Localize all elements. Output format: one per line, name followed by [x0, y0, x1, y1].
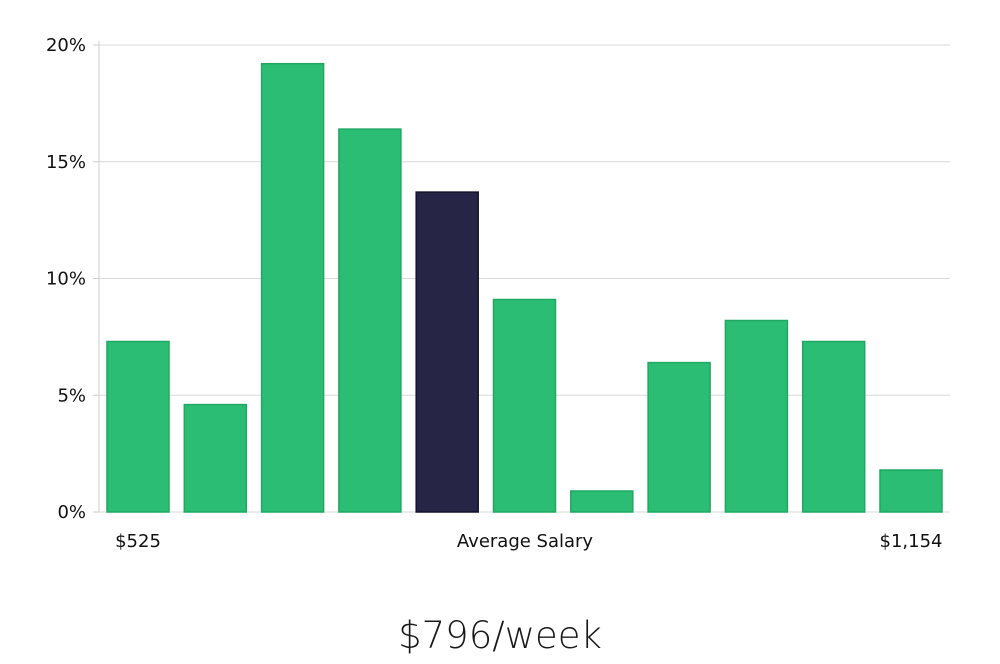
x-label-center: Average Salary [457, 531, 594, 552]
y-tick-label: 10% [46, 269, 86, 290]
x-label-max: $1,154 [880, 531, 943, 552]
bar [879, 469, 943, 513]
bar [260, 62, 325, 513]
average-salary-headline: $796/week [398, 614, 602, 657]
y-tick-label: 15% [46, 152, 86, 173]
y-tick-label: 5% [57, 385, 86, 406]
bar [724, 319, 789, 513]
x-axis-labels: $525 Average Salary $1,154 [115, 531, 942, 552]
bar [647, 361, 711, 513]
bar [338, 128, 402, 513]
bar-average-salary [415, 191, 479, 513]
bar [183, 403, 248, 513]
x-label-min: $525 [115, 531, 161, 552]
y-tick-label: 20% [46, 35, 86, 56]
y-tick-label: 0% [57, 502, 86, 523]
y-axis-ticks: 0% 5% 10% 15% 20% [46, 35, 99, 523]
bar [106, 340, 170, 513]
bar [801, 340, 866, 513]
bar [570, 490, 634, 513]
bars [106, 62, 943, 513]
bar [492, 298, 557, 513]
